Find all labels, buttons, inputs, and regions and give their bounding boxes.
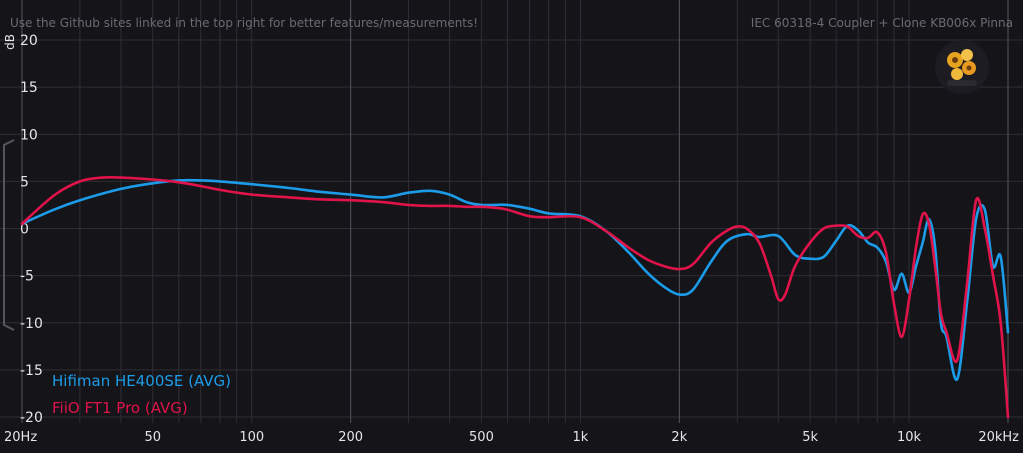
- series-lines: [20, 175, 1010, 419]
- series-line-hifiman-he400se: [20, 178, 1010, 381]
- x-tick-label: 20Hz: [4, 430, 37, 445]
- y-tick-label: 0: [20, 222, 29, 238]
- site-logo-avatar[interactable]: [935, 40, 989, 94]
- x-tick-label: 100: [239, 430, 264, 445]
- y-tick-label: 5: [20, 174, 29, 190]
- x-tick-label: 20kHz: [978, 430, 1019, 445]
- x-axis-ticks: 20Hz 50 100 200 500 1k 2k 5k 10k 20kHz: [4, 430, 1019, 445]
- y-tick-label: 20: [20, 33, 38, 49]
- series-line-fiio-ft1-pro: [20, 175, 1010, 419]
- x-tick-label: 10k: [897, 430, 922, 445]
- y-axis-ticks: 20 15 10 5 0 -5 -10 -15 -20: [20, 33, 43, 426]
- left-edge-handle[interactable]: [3, 139, 15, 331]
- y-tick-label: 15: [20, 80, 38, 96]
- x-tick-label: 5k: [802, 430, 818, 445]
- x-tick-label: 500: [469, 430, 494, 445]
- y-axis-label: dB: [3, 34, 17, 50]
- y-tick-label: -5: [20, 269, 34, 285]
- github-notice: Use the Github sites linked in the top r…: [10, 16, 479, 30]
- x-tick-label: 50: [145, 430, 162, 445]
- y-tick-label: -20: [20, 410, 43, 426]
- y-tick-label: -15: [20, 363, 43, 379]
- grid: [0, 0, 1023, 423]
- x-tick-label: 1k: [572, 430, 588, 445]
- legend-item-hifiman-he400se[interactable]: Hifiman HE400SE (AVG): [52, 372, 232, 390]
- y-tick-label: -10: [20, 316, 43, 332]
- legend-item-fiio-ft1-pro[interactable]: FiiO FT1 Pro (AVG): [52, 399, 188, 417]
- x-tick-label: 200: [338, 430, 363, 445]
- measurement-rig-label: IEC 60318-4 Coupler + Clone KB006x Pinna: [750, 16, 1013, 30]
- y-tick-label: 10: [20, 127, 38, 143]
- x-tick-label: 2k: [671, 430, 687, 445]
- logo-icon: [935, 40, 989, 94]
